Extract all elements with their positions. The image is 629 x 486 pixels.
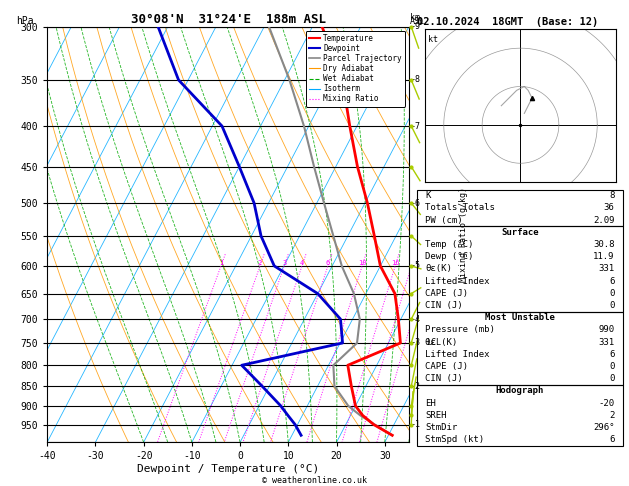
Text: -6: -6 xyxy=(411,199,421,208)
Legend: Temperature, Dewpoint, Parcel Trajectory, Dry Adiabat, Wet Adiabat, Isotherm, Mi: Temperature, Dewpoint, Parcel Trajectory… xyxy=(306,31,405,106)
Text: 6: 6 xyxy=(609,350,615,359)
Text: -5: -5 xyxy=(411,261,421,270)
Text: θε(K): θε(K) xyxy=(425,264,452,274)
Text: 4: 4 xyxy=(300,260,304,266)
Text: 16: 16 xyxy=(391,260,399,266)
Text: kt: kt xyxy=(428,35,438,44)
Bar xyxy=(417,312,623,385)
Text: 10: 10 xyxy=(358,260,367,266)
Text: Temp (°C): Temp (°C) xyxy=(425,240,474,249)
Text: Pressure (mb): Pressure (mb) xyxy=(425,326,495,334)
Text: Mixing Ratio (g/kg): Mixing Ratio (g/kg) xyxy=(459,187,467,282)
Text: 0: 0 xyxy=(609,362,615,371)
Text: 0: 0 xyxy=(609,301,615,310)
Text: Lifted Index: Lifted Index xyxy=(425,350,490,359)
Text: 2: 2 xyxy=(609,411,615,420)
Text: Surface: Surface xyxy=(501,228,538,237)
Text: -3: -3 xyxy=(411,338,421,347)
Text: 2.09: 2.09 xyxy=(593,216,615,225)
Text: 331: 331 xyxy=(598,338,615,347)
Bar xyxy=(417,385,623,446)
Text: StmSpd (kt): StmSpd (kt) xyxy=(425,435,484,444)
Text: Totals Totals: Totals Totals xyxy=(425,203,495,212)
Text: 0: 0 xyxy=(609,289,615,298)
Text: -20: -20 xyxy=(598,399,615,408)
Text: km: km xyxy=(409,13,420,22)
Text: K: K xyxy=(425,191,431,200)
Text: 6: 6 xyxy=(609,435,615,444)
Text: 30.8: 30.8 xyxy=(593,240,615,249)
Text: CIN (J): CIN (J) xyxy=(425,374,463,383)
Text: LCL: LCL xyxy=(426,338,441,347)
Text: 8: 8 xyxy=(609,191,615,200)
Text: 296°: 296° xyxy=(593,423,615,432)
Text: 36: 36 xyxy=(604,203,615,212)
Text: © weatheronline.co.uk: © weatheronline.co.uk xyxy=(262,476,367,485)
Text: -8: -8 xyxy=(411,75,421,85)
Text: 02.10.2024  18GMT  (Base: 12): 02.10.2024 18GMT (Base: 12) xyxy=(417,17,598,28)
Text: 0: 0 xyxy=(609,374,615,383)
Text: hPa: hPa xyxy=(16,16,34,26)
Text: -2: -2 xyxy=(411,382,421,391)
Text: 3: 3 xyxy=(282,260,286,266)
Text: 331: 331 xyxy=(598,264,615,274)
Text: -7: -7 xyxy=(411,122,421,131)
X-axis label: Dewpoint / Temperature (°C): Dewpoint / Temperature (°C) xyxy=(137,464,319,474)
Text: -9: -9 xyxy=(411,22,421,31)
Text: -4: -4 xyxy=(411,314,421,324)
Bar xyxy=(417,226,623,312)
Text: θε (K): θε (K) xyxy=(425,338,457,347)
Text: Most Unstable: Most Unstable xyxy=(485,313,555,322)
Bar xyxy=(417,190,623,226)
Text: ASL: ASL xyxy=(409,17,425,26)
Text: StmDir: StmDir xyxy=(425,423,457,432)
Text: 11.9: 11.9 xyxy=(593,252,615,261)
Text: 990: 990 xyxy=(598,326,615,334)
Text: SREH: SREH xyxy=(425,411,447,420)
Text: Dewp (°C): Dewp (°C) xyxy=(425,252,474,261)
Text: 6: 6 xyxy=(609,277,615,286)
Text: PW (cm): PW (cm) xyxy=(425,216,463,225)
Text: CIN (J): CIN (J) xyxy=(425,301,463,310)
Title: 30°08'N  31°24'E  188m ASL: 30°08'N 31°24'E 188m ASL xyxy=(130,13,326,26)
Text: 1: 1 xyxy=(219,260,223,266)
Text: -1: -1 xyxy=(411,420,421,429)
Text: Lifted Index: Lifted Index xyxy=(425,277,490,286)
Text: Hodograph: Hodograph xyxy=(496,386,544,396)
Text: CAPE (J): CAPE (J) xyxy=(425,289,468,298)
Text: 2: 2 xyxy=(258,260,262,266)
Text: CAPE (J): CAPE (J) xyxy=(425,362,468,371)
Text: EH: EH xyxy=(425,399,436,408)
Text: 6: 6 xyxy=(326,260,330,266)
